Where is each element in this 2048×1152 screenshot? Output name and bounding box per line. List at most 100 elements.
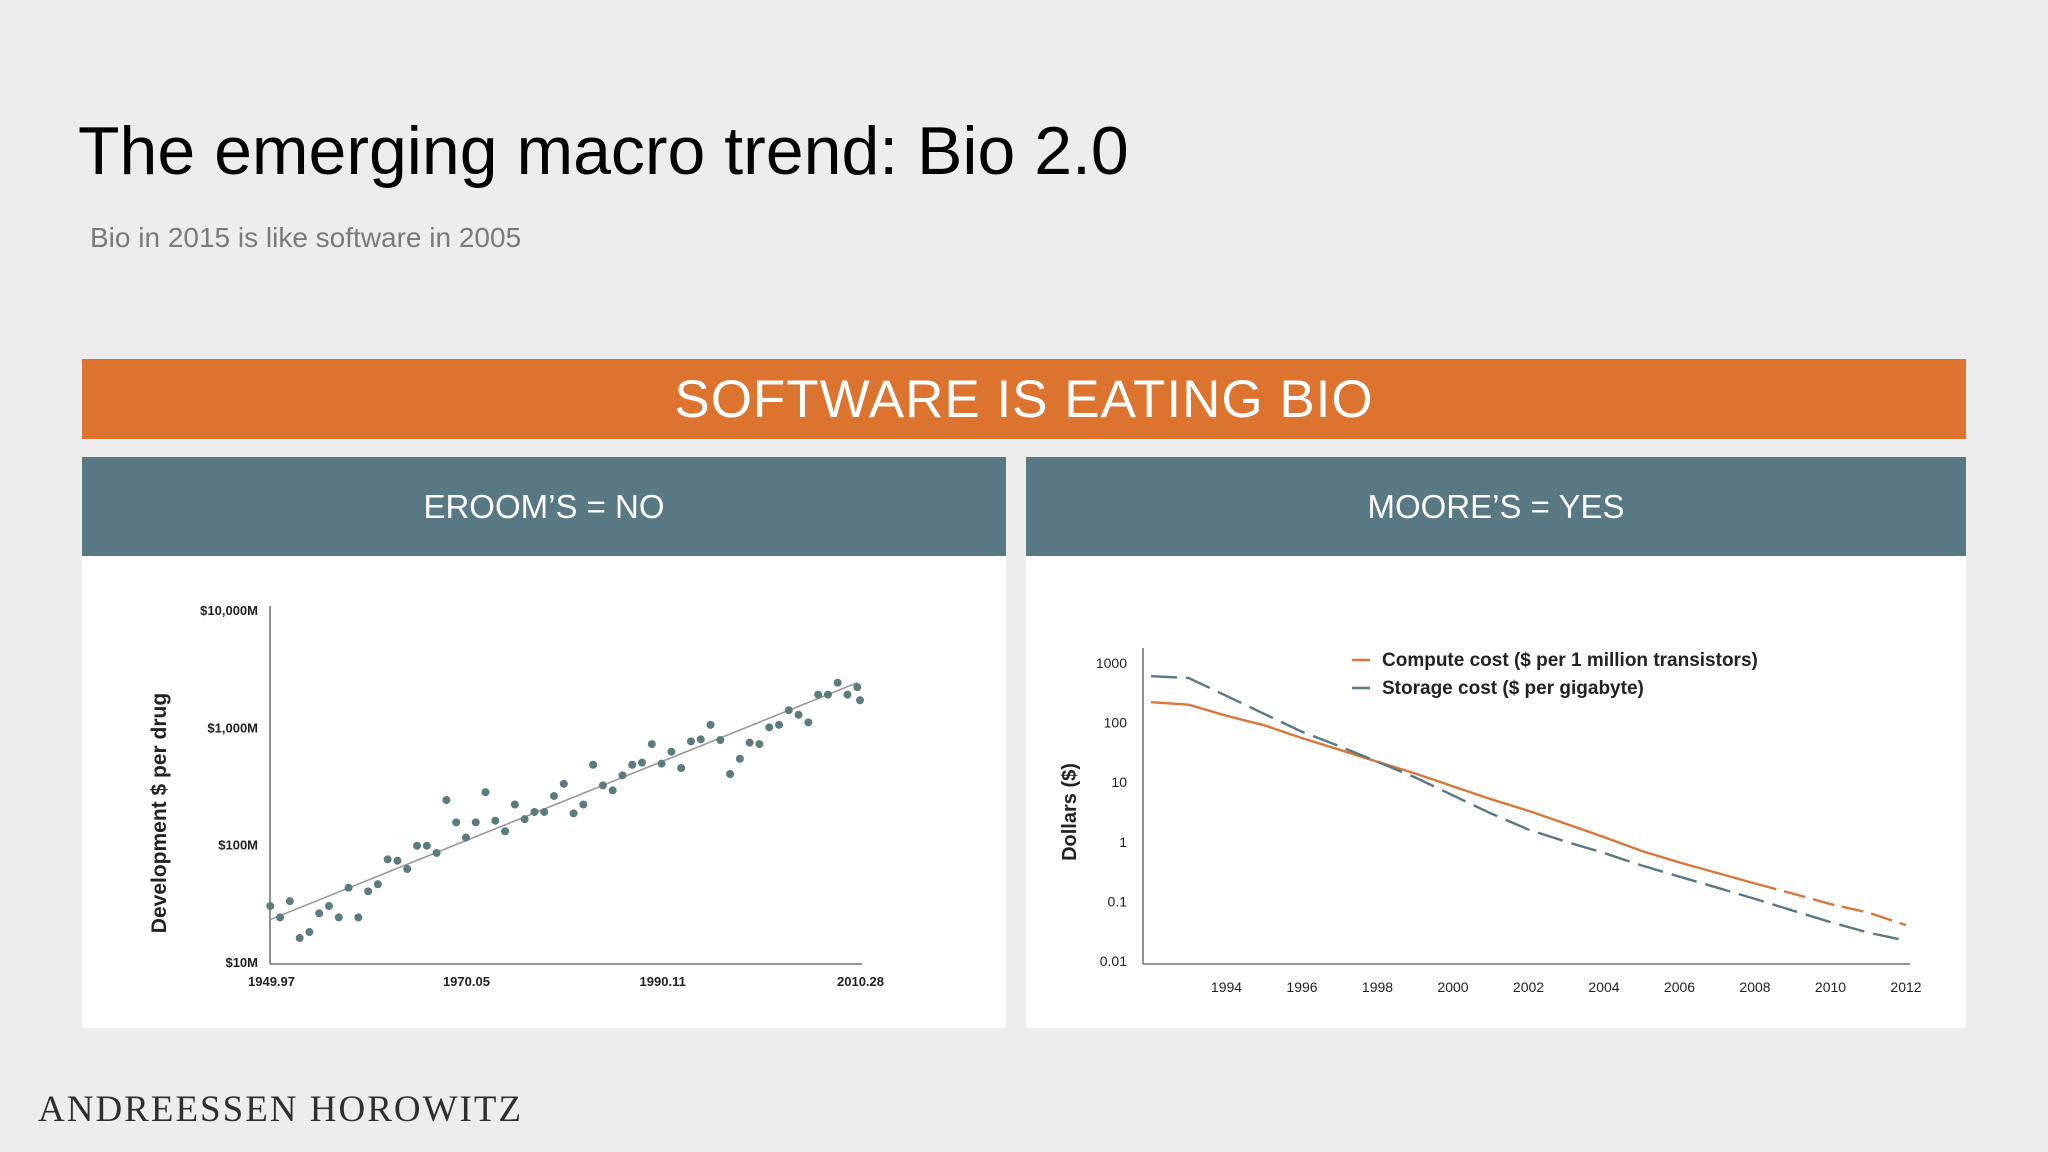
moore-x-tick-label: 2010 [1815, 979, 1846, 995]
eroom-data-point [559, 779, 568, 788]
moore-x-tick-label: 2006 [1664, 979, 1695, 995]
slide-subtitle: Bio in 2015 is like software in 2005 [90, 222, 522, 253]
moore-x-tick-label: 2004 [1588, 979, 1619, 995]
eroom-data-point [686, 737, 695, 746]
eroom-data-point [305, 928, 314, 937]
eroom-data-point [657, 759, 666, 768]
eroom-data-point [647, 740, 656, 749]
footer-logo: ANDREESSEN HOROWITZ [38, 1089, 524, 1130]
moore-chart: 1000 100 10 1 0.1 0.01 1994 1996 1998 2000 2002 200… [1026, 556, 1966, 1028]
eroom-data-point [833, 678, 842, 687]
eroom-header: EROOM’S = NO [82, 457, 1006, 556]
eroom-data-point [745, 738, 754, 747]
eroom-data-point [471, 818, 480, 827]
moore-x-tick-label: 1996 [1286, 979, 1317, 995]
eroom-data-point [540, 807, 549, 816]
eroom-data-point [774, 720, 783, 729]
eroom-data-point [755, 740, 764, 749]
eroom-data-point [413, 841, 422, 850]
eroom-data-point [677, 764, 686, 773]
moore-x-tick-label: 1994 [1211, 979, 1242, 995]
eroom-data-point [549, 791, 558, 800]
eroom-data-point [315, 909, 324, 918]
eroom-data-point [853, 683, 862, 692]
eroom-panel: EROOM’S = NO $10,000M $1,000M $100M $10M 194… [82, 457, 1006, 1028]
eroom-chart-svg: $10,000M $1,000M $100M $10M 1949.97 1970.05 19… [148, 603, 884, 989]
eroom-data-point [276, 913, 285, 922]
moore-panel: MOORE’S = YES 1000 100 10 1 0.1 0.01 1994 1996 1… [1026, 457, 1966, 1028]
moore-y-tick-label: 10 [1111, 774, 1127, 790]
moore-y-tick-label: 0.01 [1100, 953, 1127, 969]
eroom-data-point [856, 696, 864, 705]
eroom-data-point [422, 841, 431, 850]
banner: SOFTWARE IS EATING BIO [82, 359, 1966, 439]
legend-entry: Storage cost ($ per gigabyte) [1382, 678, 1644, 699]
eroom-data-point [814, 690, 823, 699]
eroom-data-point [579, 800, 588, 809]
eroom-data-point [638, 758, 647, 767]
eroom-data-point [589, 760, 598, 769]
eroom-data-point [618, 771, 627, 780]
eroom-data-point [784, 706, 793, 715]
eroom-y-tick-label: $10M [225, 955, 258, 970]
moore-x-tick-label: 2000 [1437, 979, 1468, 995]
eroom-data-point [295, 934, 304, 943]
eroom-y-tick-label: $10,000M [200, 603, 258, 618]
eroom-data-point [726, 770, 735, 779]
eroom-chart: $10,000M $1,000M $100M $10M 1949.97 1970.05 19… [82, 556, 1006, 1028]
moore-x-tick-label: 2012 [1890, 979, 1921, 995]
eroom-data-point [608, 786, 617, 795]
eroom-x-tick-label: 1970.05 [443, 974, 490, 989]
eroom-x-tick-label: 1949.97 [248, 974, 295, 989]
moore-x-tick-label: 1998 [1362, 979, 1393, 995]
moore-chart-svg: 1000 100 10 1 0.1 0.01 1994 1996 1998 2000 2002 200… [1059, 648, 1922, 995]
eroom-data-point [501, 827, 510, 836]
eroom-data-point [735, 754, 744, 763]
eroom-data-point [403, 865, 412, 874]
eroom-data-point [432, 848, 441, 857]
moore-y-tick-label: 1 [1119, 834, 1127, 850]
moore-x-tick-label: 2008 [1739, 979, 1770, 995]
eroom-data-point [794, 710, 803, 719]
compute-cost-line-projected [1754, 882, 1907, 927]
eroom-data-point [823, 690, 832, 699]
eroom-data-point [344, 883, 353, 892]
moore-x-tick-label: 2002 [1513, 979, 1544, 995]
eroom-data-point [569, 809, 578, 818]
eroom-data-point [598, 781, 607, 790]
moore-y-tick-label: 0.1 [1108, 893, 1128, 909]
storage-cost-line [1150, 675, 1907, 942]
eroom-data-point [765, 723, 774, 732]
eroom-data-point [667, 747, 676, 756]
compute-cost-line [1150, 701, 1756, 885]
eroom-data-point [393, 856, 402, 865]
eroom-y-tick-label: $1,000M [207, 720, 258, 735]
eroom-trend-line [269, 681, 858, 921]
moore-y-axis-label: Dollars ($) [1059, 763, 1081, 861]
legend-entry: Compute cost ($ per 1 million transistor… [1382, 650, 1758, 671]
eroom-data-point [334, 913, 343, 922]
eroom-data-point [452, 818, 461, 827]
eroom-data-point [716, 735, 725, 744]
eroom-x-tick-label: 1990.11 [640, 974, 686, 989]
eroom-data-point [510, 800, 519, 809]
eroom-y-tick-label: $100M [218, 838, 258, 853]
eroom-data-point [520, 815, 529, 824]
eroom-data-point [481, 788, 490, 797]
eroom-data-point [696, 735, 705, 744]
eroom-data-point [383, 855, 392, 864]
eroom-data-point [628, 760, 637, 769]
eroom-data-point [324, 902, 333, 911]
eroom-data-point [804, 718, 813, 727]
eroom-data-point [285, 897, 294, 906]
eroom-data-point [354, 913, 363, 922]
eroom-data-point [373, 880, 382, 889]
moore-y-tick-label: 100 [1104, 715, 1128, 731]
eroom-data-point [530, 807, 539, 816]
eroom-data-point [266, 902, 275, 911]
eroom-data-point [364, 887, 373, 896]
eroom-y-axis-label: Development $ per drug [148, 693, 171, 933]
eroom-data-point [442, 796, 451, 805]
eroom-data-point [843, 690, 852, 699]
moore-header: MOORE’S = YES [1026, 457, 1966, 556]
